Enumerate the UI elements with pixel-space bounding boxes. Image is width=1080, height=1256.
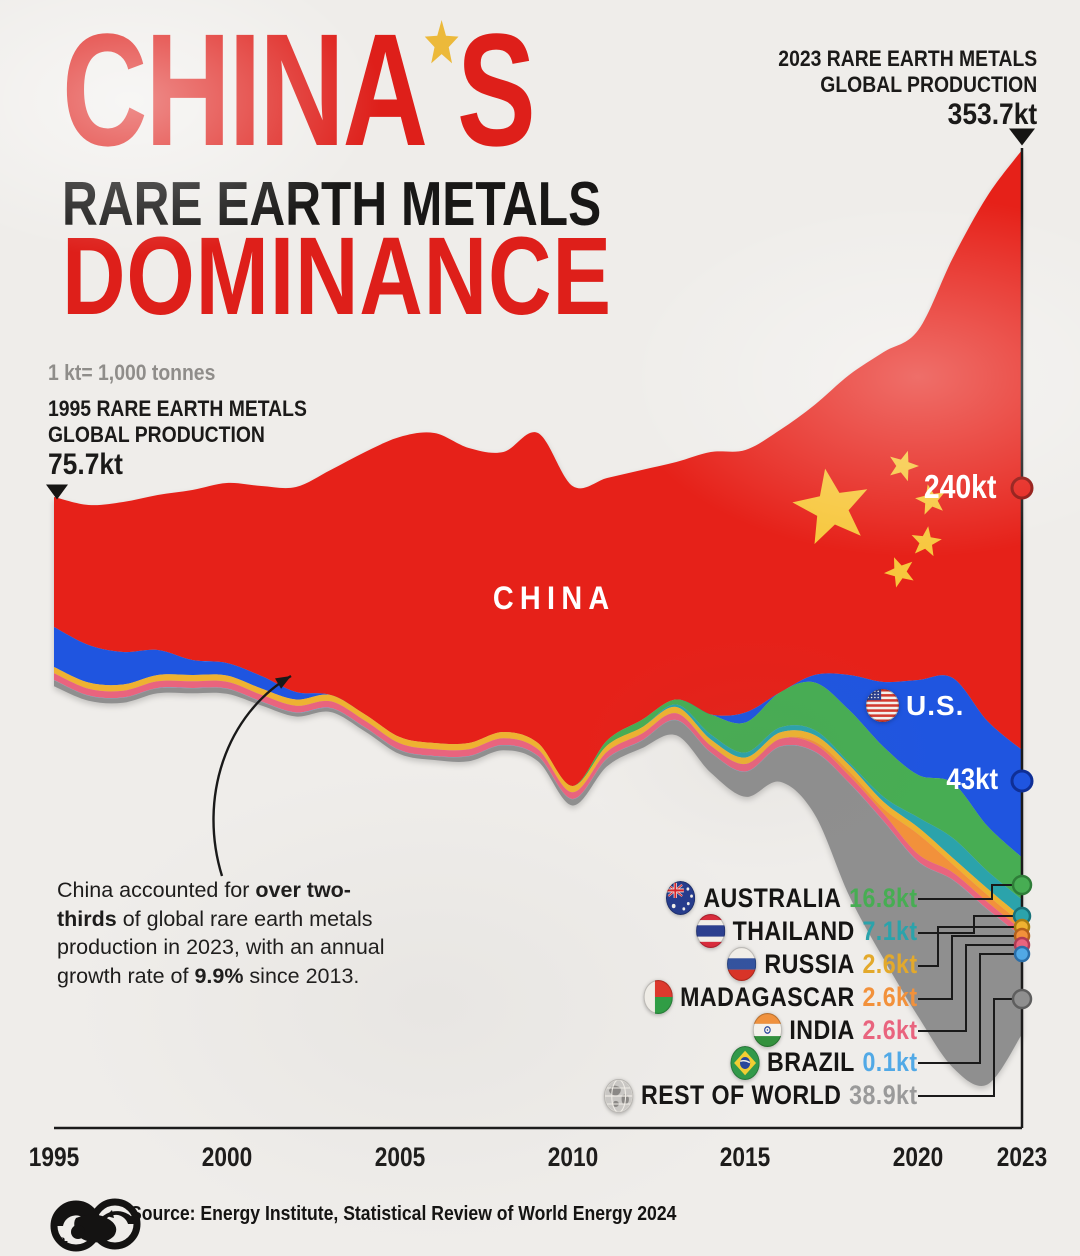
- legend: AUSTRALIA 16.8kt THAILAND 7.1kt RUSSIA 2.6k…: [604, 881, 918, 1113]
- legend-value-label: 7.1kt: [862, 915, 918, 946]
- area-layer-india: [54, 673, 1022, 937]
- thailand-flag-icon: [696, 914, 726, 949]
- page-title: CHINA S: [62, 10, 536, 170]
- us-area-label: U.S.: [906, 689, 965, 721]
- edge-dot-australia: [1011, 874, 1033, 896]
- china-area-label: CHINA: [492, 580, 616, 616]
- annotation-bold1: over two-thirds: [57, 878, 351, 931]
- stream-layers: [54, 150, 1022, 1086]
- kt-note: 1 kt= 1,000 tonnes: [48, 360, 216, 385]
- label-2023-line1: 2023 RARE EARTH METALS: [778, 46, 1037, 71]
- russia-flag-icon: [727, 947, 758, 982]
- madagascar-flag-icon: [643, 980, 673, 1015]
- legend-country-label: THAILAND: [733, 915, 856, 946]
- legend-value-label: 2.6kt: [862, 1014, 918, 1045]
- page-subtitle: RARE EARTH METALS: [62, 170, 602, 239]
- label-2023-production: 2023 RARE EARTH METALS GLOBAL PRODUCTION…: [778, 46, 1037, 132]
- x-axis-ticks: 1995 2000 2005 2010 2015 2020 2023: [0, 1142, 1080, 1178]
- legend-item-russia: RUSSIA 2.6kt: [604, 947, 918, 982]
- label-1995-production: 1995 RARE EARTH METALS GLOBAL PRODUCTION…: [48, 396, 307, 482]
- area-layer-u-s-: [54, 627, 1022, 858]
- source-text: Source: Energy Institute, Statistical Re…: [130, 1203, 677, 1225]
- edge-dot-china: [1010, 476, 1034, 500]
- svg-text:&: &: [58, 1234, 69, 1249]
- us-2023-value-callout: 43kt: [946, 763, 998, 796]
- edge-dot-world: [1011, 988, 1033, 1010]
- china-flag-stars: [792, 450, 945, 588]
- start-marker-triangle: [46, 484, 68, 500]
- x-tick-1995: 1995: [28, 1142, 80, 1172]
- label-1995-value: 75.7kt: [48, 448, 123, 481]
- india-flag-icon: [752, 1013, 783, 1048]
- legend-item-australia: AUSTRALIA 16.8kt: [604, 881, 918, 916]
- legend-value-label: 2.6kt: [862, 981, 918, 1012]
- legend-item-madagascar: MADAGASCAR 2.6kt: [604, 980, 918, 1015]
- end-marker-triangle: [1009, 128, 1035, 146]
- axis-lines: [54, 148, 1024, 1130]
- annotation-arrow: [212, 674, 292, 877]
- china-2023-value-callout: 240kt: [923, 468, 996, 505]
- small-star-icon: [884, 557, 914, 588]
- us-area-label-group: U.S.: [866, 689, 964, 722]
- title-suffix: S: [456, 0, 536, 179]
- legend-item-brazil: BRAZIL 0.1kt: [604, 1045, 918, 1080]
- big-star-icon: [792, 468, 868, 544]
- label-2023-line2: GLOBAL PRODUCTION: [820, 72, 1037, 97]
- x-tick-2000: 2000: [201, 1142, 253, 1172]
- x-tick-2005: 2005: [374, 1142, 425, 1172]
- annotation-part2: of global rare earth metals production i…: [57, 906, 385, 988]
- legend-country-label: MADAGASCAR: [680, 981, 856, 1012]
- area-layer-thailand: [54, 667, 1022, 918]
- x-tick-2015: 2015: [720, 1142, 771, 1172]
- small-star-icon: [911, 526, 942, 557]
- annotation-bold2: 9.9%: [194, 963, 244, 988]
- legend-value-label: 38.9kt: [849, 1080, 918, 1111]
- legend-country-label: REST OF WORLD: [641, 1080, 842, 1111]
- brazil-flag-icon: [730, 1045, 760, 1080]
- us-flag-icon: [866, 689, 899, 722]
- area-layer-australia: [54, 667, 1022, 900]
- edge-dot-us: [1010, 769, 1034, 793]
- publisher-logo-icon: &: [50, 1198, 141, 1252]
- annotation-part1: China accounted for: [57, 878, 256, 902]
- x-tick-2010: 2010: [547, 1142, 598, 1172]
- world-flag-icon: [604, 1078, 634, 1113]
- annotation-arrowhead-icon: [275, 676, 291, 689]
- label-2023-value: 353.7kt: [947, 98, 1037, 131]
- legend-value-label: 0.1kt: [862, 1047, 918, 1078]
- page-title-line3: DOMINANCE: [62, 215, 612, 338]
- title-word: CHINA: [62, 0, 428, 179]
- area-layer-rest-of-world: [54, 680, 1022, 1086]
- legend-item-thailand: THAILAND 7.1kt: [604, 914, 918, 949]
- legend-item-india: INDIA 2.6kt: [604, 1013, 918, 1048]
- x-tick-2023: 2023: [996, 1142, 1048, 1172]
- legend-country-label: AUSTRALIA: [703, 882, 842, 913]
- legend-country-label: BRAZIL: [767, 1047, 856, 1078]
- legend-item-world: REST OF WORLD 38.9kt: [604, 1078, 918, 1113]
- x-tick-2020: 2020: [893, 1142, 944, 1172]
- area-layer-china: [54, 150, 1022, 787]
- legend-value-label: 2.6kt: [862, 948, 918, 979]
- label-1995-line2: GLOBAL PRODUCTION: [48, 422, 265, 447]
- edge-dot-brazil: [1013, 945, 1031, 963]
- legend-value-label: 16.8kt: [849, 882, 918, 913]
- australia-flag-icon: [666, 881, 697, 916]
- small-star-icon: [915, 484, 945, 515]
- title-star-icon: [424, 20, 459, 64]
- label-1995-line1: 1995 RARE EARTH METALS: [48, 396, 307, 421]
- legend-country-label: RUSSIA: [764, 948, 856, 979]
- annotation-text: China accounted for over two-thirds of g…: [57, 876, 409, 990]
- annotation-part3: since 2013.: [243, 963, 360, 988]
- legend-connector-lines: [918, 884, 1014, 1097]
- small-star-icon: [890, 450, 919, 482]
- legend-country-label: INDIA: [789, 1014, 856, 1045]
